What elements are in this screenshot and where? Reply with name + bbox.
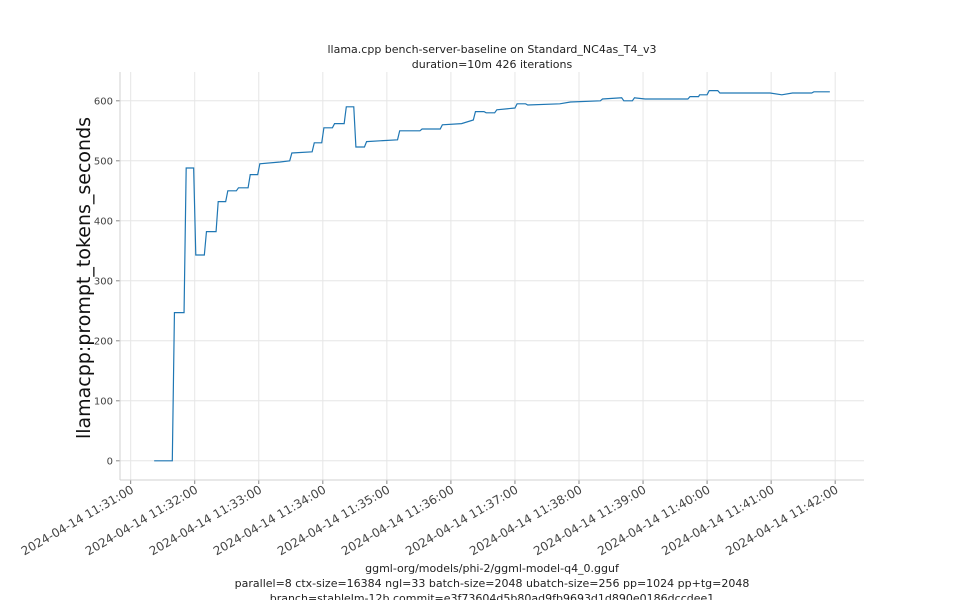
x-tick-label: 2024-04-14 11:42:00 bbox=[723, 482, 840, 558]
x-tick-label: 2024-04-14 11:39:00 bbox=[531, 482, 648, 558]
x-tick-label: 2024-04-14 11:31:00 bbox=[19, 482, 136, 558]
x-tick-label: 2024-04-14 11:41:00 bbox=[659, 482, 776, 558]
x-tick-label: 2024-04-14 11:32:00 bbox=[83, 482, 200, 558]
x-tick-label: 2024-04-14 11:36:00 bbox=[339, 482, 456, 558]
footer-line: branch=stablelm-12b commit=e3f73604d5b80… bbox=[270, 592, 715, 600]
x-tick-label: 2024-04-14 11:34:00 bbox=[211, 482, 328, 558]
y-tick-label: 300 bbox=[94, 276, 113, 287]
y-tick-label: 500 bbox=[94, 156, 113, 167]
chart-title: llama.cpp bench-server-baseline on Stand… bbox=[327, 43, 656, 56]
chart-subtitle: duration=10m 426 iterations bbox=[412, 58, 573, 71]
y-axis-label: llamacpp:prompt_tokens_seconds bbox=[73, 117, 95, 439]
x-tick-label: 2024-04-14 11:38:00 bbox=[467, 482, 584, 558]
x-tick-label: 2024-04-14 11:33:00 bbox=[147, 482, 264, 558]
y-tick-label: 400 bbox=[94, 216, 113, 227]
y-tick-label: 200 bbox=[94, 336, 113, 347]
footer-line: ggml-org/models/phi-2/ggml-model-q4_0.gg… bbox=[365, 562, 620, 575]
y-tick-label: 600 bbox=[94, 96, 113, 107]
x-tick-label: 2024-04-14 11:35:00 bbox=[275, 482, 392, 558]
data-line bbox=[154, 90, 830, 462]
x-tick-label: 2024-04-14 11:40:00 bbox=[595, 482, 712, 558]
footer-line: parallel=8 ctx-size=16384 ngl=33 batch-s… bbox=[235, 577, 750, 590]
x-tick-label: 2024-04-14 11:37:00 bbox=[403, 482, 520, 558]
y-tick-label: 0 bbox=[107, 456, 113, 467]
y-tick-label: 100 bbox=[94, 396, 113, 407]
